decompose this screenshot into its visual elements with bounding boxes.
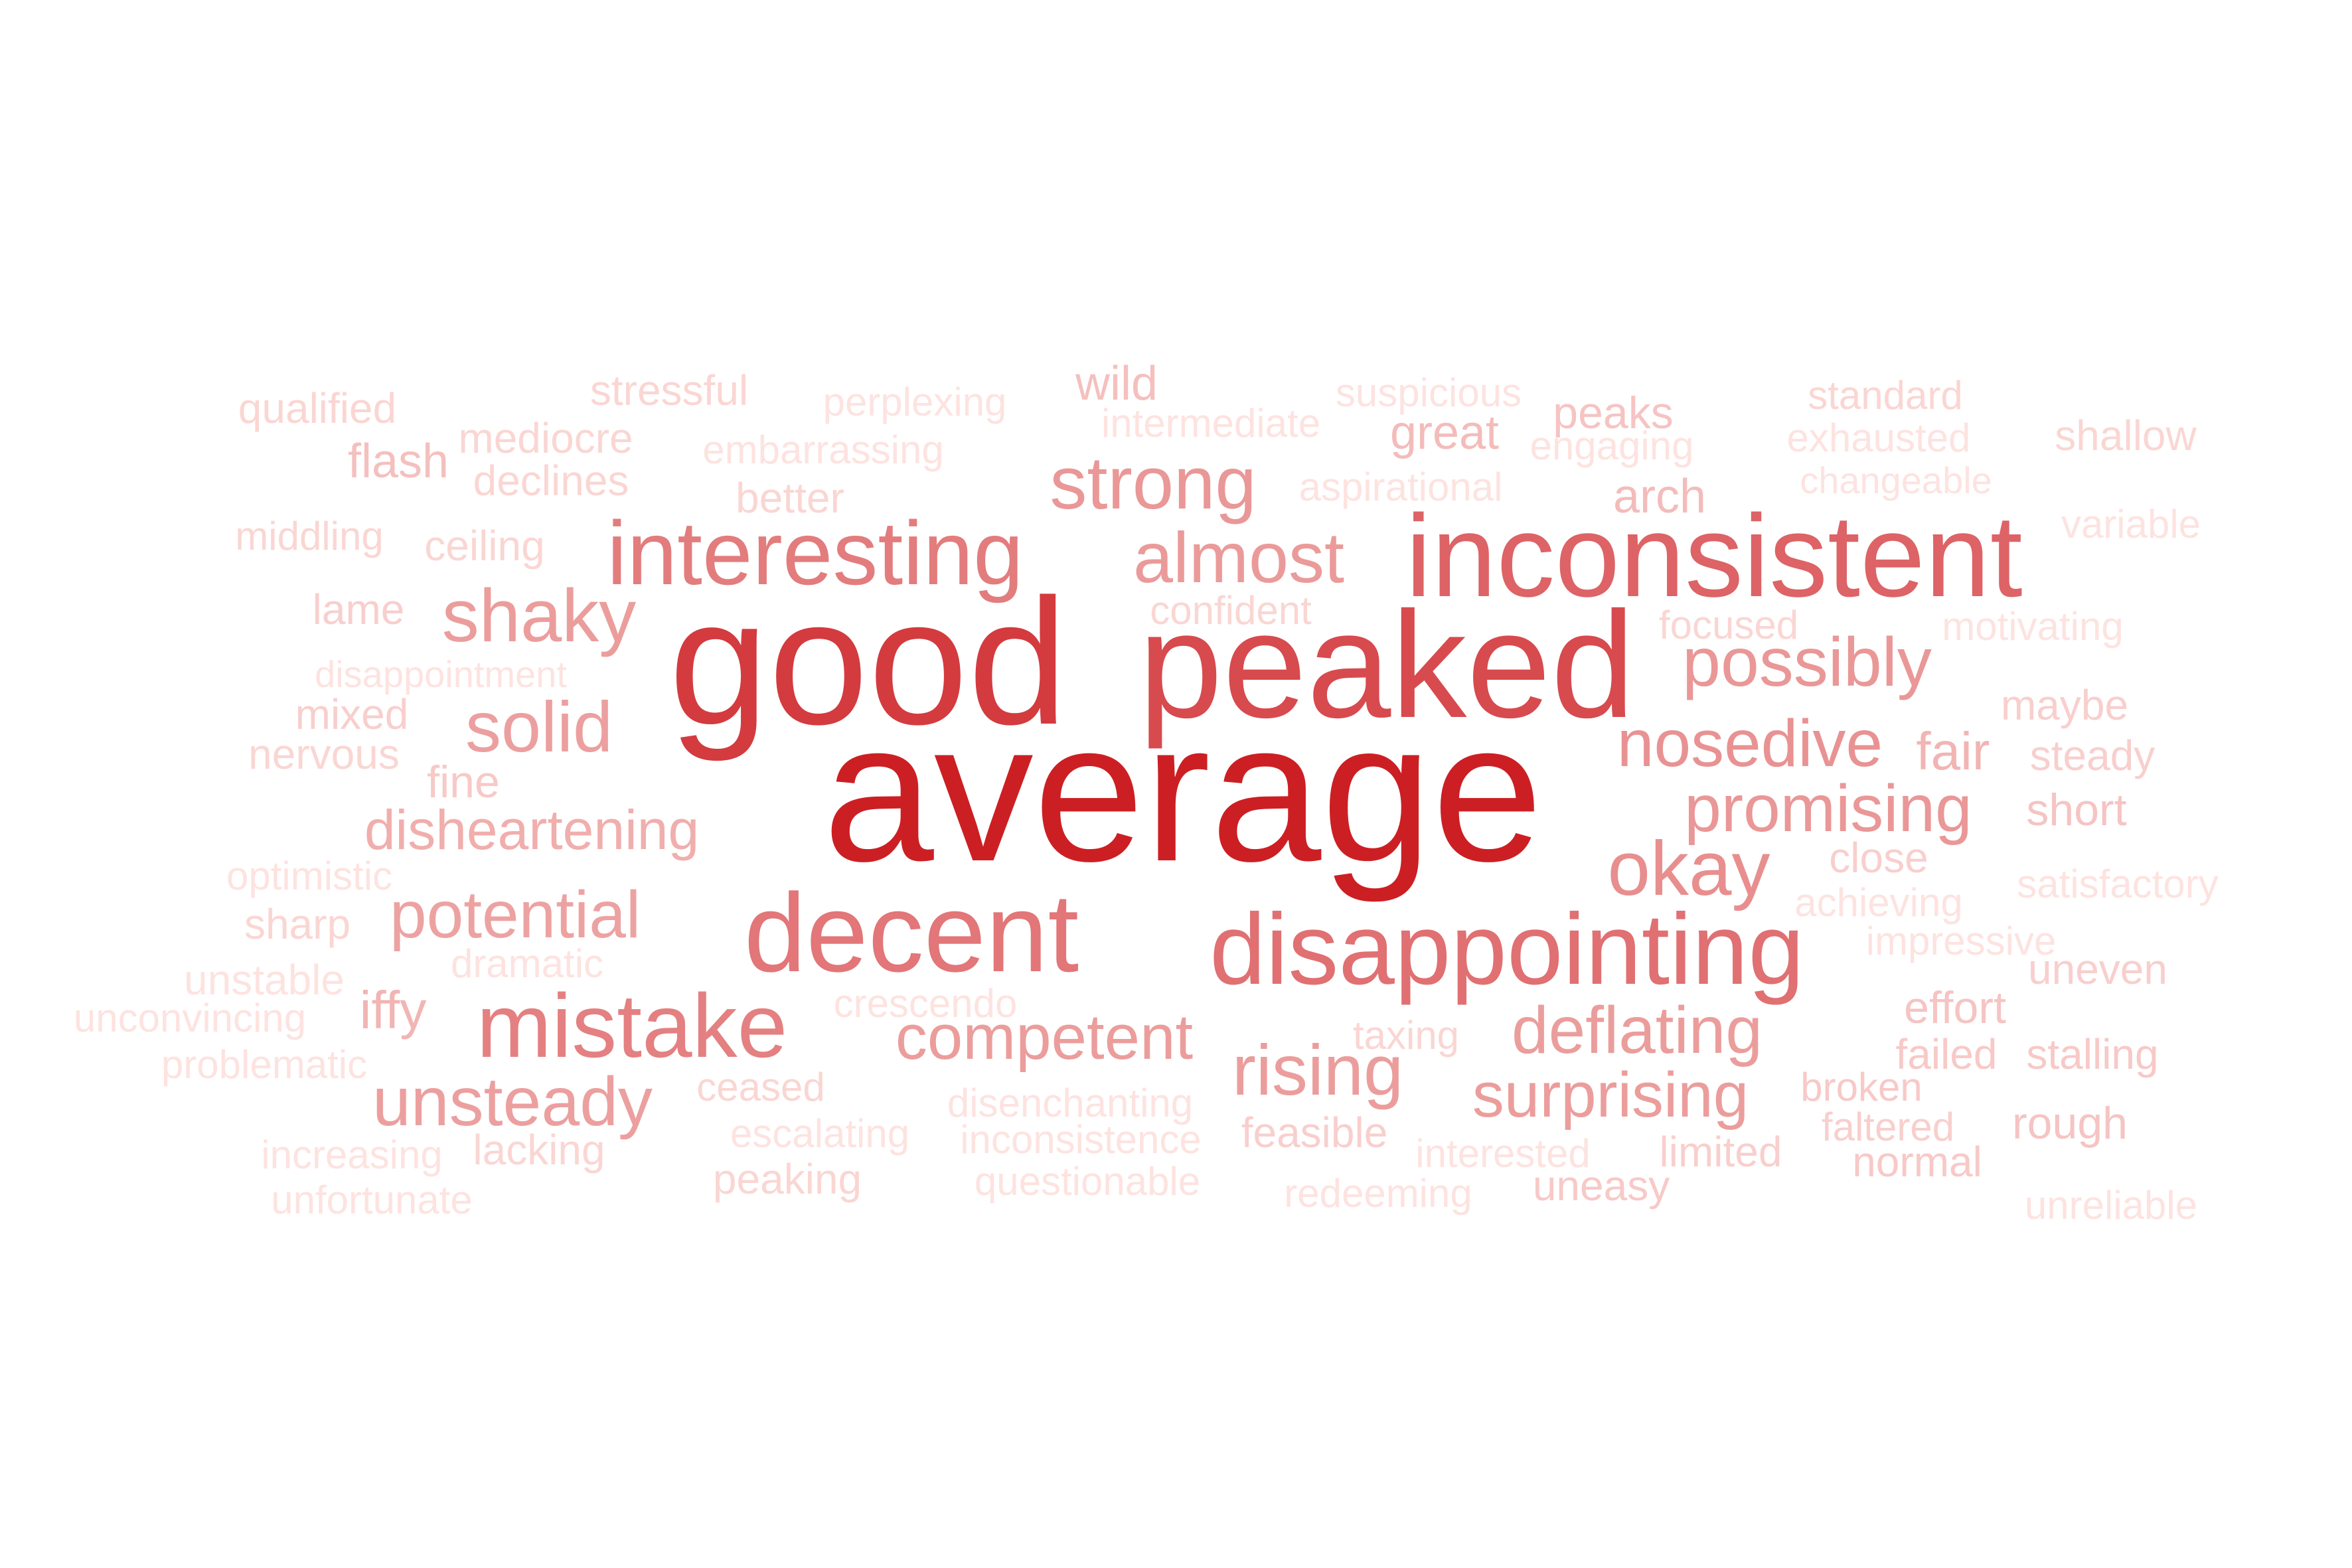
cloud-word: changeable	[1800, 459, 1992, 501]
cloud-word: normal	[1852, 1138, 1982, 1186]
cloud-word: shallow	[2055, 412, 2197, 459]
cloud-word: suspicious	[1335, 370, 1522, 415]
cloud-word: declines	[473, 457, 629, 505]
cloud-word: good	[668, 562, 1068, 762]
cloud-word: disappointment	[315, 653, 567, 695]
cloud-word: limited	[1659, 1128, 1782, 1176]
cloud-word: qualified	[238, 384, 397, 432]
cloud-word: unsteady	[372, 1063, 653, 1140]
cloud-word: close	[1829, 834, 1928, 882]
cloud-word: unreliable	[2024, 1183, 2198, 1227]
cloud-word: rough	[2012, 1098, 2128, 1148]
cloud-word: nervous	[248, 730, 400, 778]
cloud-word: better	[736, 474, 844, 522]
cloud-word: possibly	[1682, 624, 1932, 701]
cloud-word: intermediate	[1101, 401, 1321, 445]
cloud-word: stressful	[589, 366, 749, 414]
cloud-word: average	[823, 680, 1543, 903]
cloud-word: optimistic	[226, 854, 393, 898]
cloud-word: exhausted	[1786, 416, 1971, 460]
cloud-word: sharp	[244, 900, 351, 948]
cloud-word: ceiling	[424, 522, 545, 570]
cloud-word: mixed	[295, 690, 409, 738]
cloud-word: great	[1389, 406, 1500, 459]
cloud-word: disheartening	[364, 799, 700, 861]
cloud-word: lacking	[473, 1126, 605, 1174]
cloud-word: mediocre	[458, 414, 633, 462]
cloud-word: flash	[347, 435, 449, 488]
cloud-word: achieving	[1794, 880, 1963, 925]
cloud-word: aspirational	[1298, 465, 1503, 509]
cloud-word: nosedive	[1616, 706, 1883, 781]
cloud-word: perplexing	[823, 380, 1007, 424]
cloud-word: unconvincing	[73, 996, 307, 1040]
cloud-word: broken	[1800, 1065, 1922, 1109]
cloud-word: effort	[1904, 982, 2006, 1033]
cloud-word: competent	[895, 1002, 1194, 1073]
cloud-word: uneven	[2028, 945, 2167, 993]
cloud-word: uneasy	[1532, 1162, 1670, 1210]
cloud-word: faltered	[1821, 1105, 1955, 1149]
cloud-word: fair	[1916, 722, 1990, 781]
cloud-word: confident	[1150, 588, 1312, 633]
cloud-word: promising	[1684, 771, 1972, 846]
cloud-word: stalling	[2026, 1030, 2159, 1078]
cloud-word: steady	[2029, 732, 2156, 779]
cloud-word: surprising	[1472, 1059, 1749, 1131]
cloud-word: middling	[235, 514, 384, 558]
cloud-word: unfortunate	[271, 1178, 473, 1222]
cloud-word: feasible	[1241, 1109, 1388, 1156]
cloud-word: questionable	[974, 1159, 1201, 1204]
cloud-word: satisfactory	[2017, 862, 2219, 906]
cloud-word: escalating	[730, 1111, 910, 1156]
cloud-word: strong	[1050, 441, 1257, 524]
cloud-word: peaking	[712, 1155, 862, 1203]
cloud-word: potential	[389, 878, 641, 952]
cloud-word: inconsistent	[1405, 491, 2023, 621]
cloud-word: engaging	[1529, 424, 1694, 468]
cloud-word: iffy	[359, 980, 427, 1040]
cloud-word: solid	[465, 686, 613, 767]
cloud-word: taxing	[1352, 1013, 1460, 1058]
cloud-word: shaky	[441, 574, 637, 657]
cloud-word: almost	[1133, 517, 1345, 597]
cloud-word: okay	[1607, 825, 1770, 911]
cloud-word: dramatic	[450, 941, 604, 986]
cloud-word: interested	[1415, 1131, 1591, 1176]
cloud-word: impressive	[1865, 919, 2057, 963]
cloud-word: short	[2026, 785, 2127, 835]
cloud-word: disenchanting	[947, 1081, 1194, 1125]
cloud-word: interesting	[607, 503, 1024, 603]
cloud-word: standard	[1808, 373, 1963, 418]
cloud-word: inconsistence	[960, 1117, 1202, 1162]
cloud-word: motivating	[1942, 604, 2124, 649]
cloud-word: fine	[427, 757, 500, 807]
cloud-word: unstable	[184, 956, 345, 1004]
cloud-word: problematic	[161, 1042, 368, 1087]
cloud-word: rising	[1231, 1030, 1404, 1110]
cloud-word: embarrassing	[702, 428, 944, 472]
cloud-word: peaks	[1553, 388, 1674, 438]
cloud-word: wild	[1075, 357, 1158, 410]
cloud-word: crescendo	[833, 981, 1018, 1026]
cloud-word: arch	[1612, 470, 1707, 523]
cloud-word: mistake	[476, 975, 788, 1076]
cloud-word: focused	[1658, 603, 1799, 647]
cloud-word: variable	[2061, 502, 2201, 546]
cloud-word: peaked	[1138, 581, 1636, 749]
cloud-word: maybe	[2000, 681, 2129, 729]
cloud-word: disappointing	[1210, 893, 1804, 1006]
cloud-word: redeeming	[1284, 1171, 1472, 1215]
cloud-word: increasing	[261, 1133, 443, 1177]
cloud-word: ceased	[696, 1065, 825, 1109]
cloud-word: deflating	[1511, 993, 1763, 1067]
cloud-word: failed	[1895, 1030, 1998, 1078]
cloud-word: decent	[744, 870, 1079, 995]
cloud-word: lame	[312, 586, 405, 633]
